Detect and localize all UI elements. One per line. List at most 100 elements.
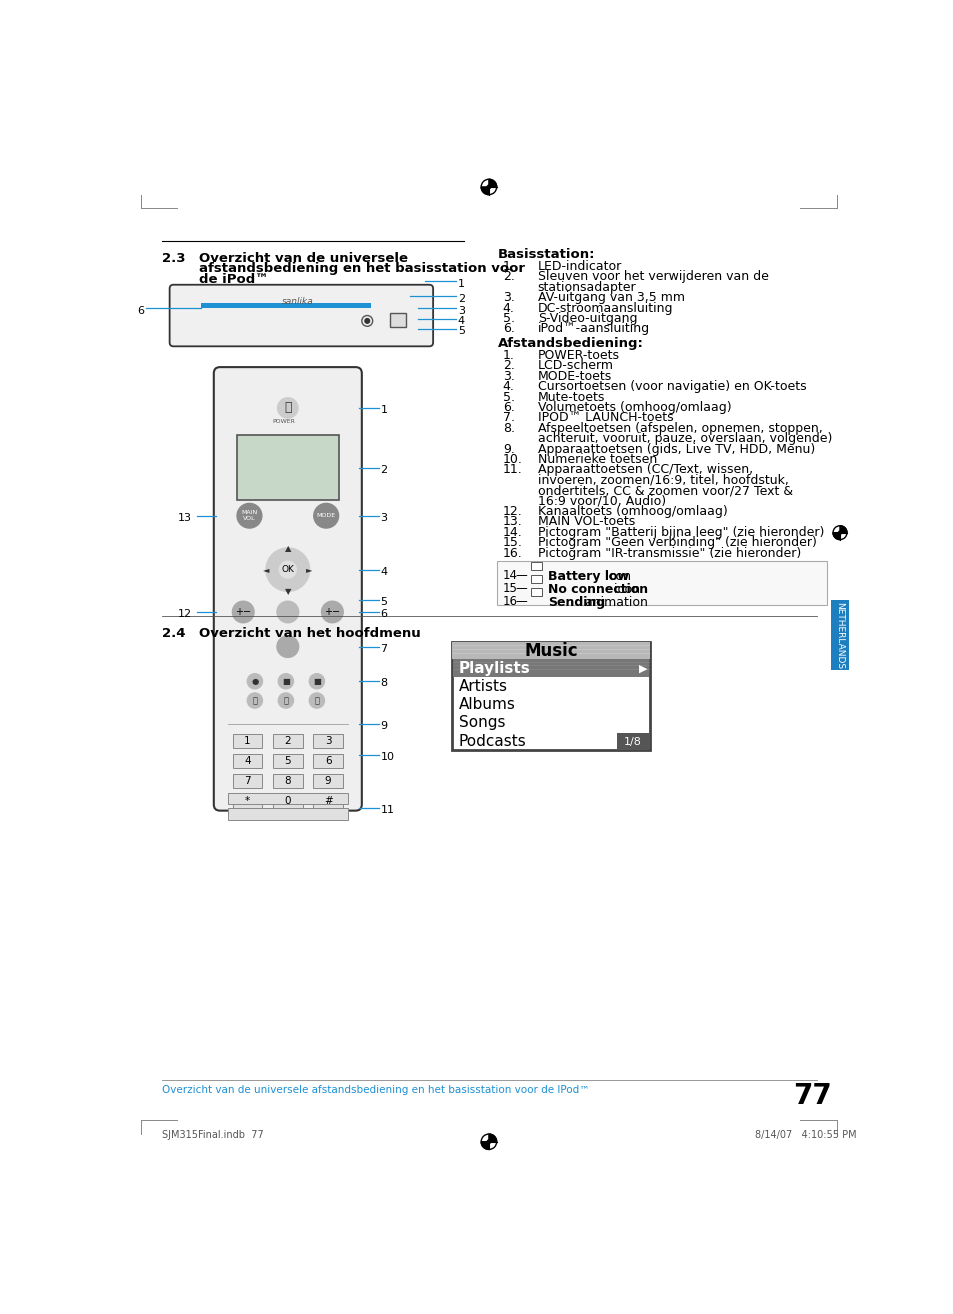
Circle shape — [236, 503, 261, 528]
Text: Podcasts: Podcasts — [458, 733, 526, 749]
Text: 16: 16 — [502, 595, 517, 608]
Bar — [233, 774, 262, 787]
Text: MAIN VOL-toets: MAIN VOL-toets — [537, 515, 635, 528]
Text: ■: ■ — [313, 677, 320, 686]
Text: 16.: 16. — [502, 547, 522, 560]
Text: 11: 11 — [380, 805, 394, 815]
Text: Music: Music — [524, 641, 578, 660]
Polygon shape — [840, 526, 846, 532]
Circle shape — [278, 674, 294, 689]
Text: 2: 2 — [284, 736, 291, 745]
Bar — [497, 561, 826, 606]
Text: 6: 6 — [324, 756, 331, 766]
Bar — [200, 304, 371, 307]
Text: 14.: 14. — [502, 526, 522, 539]
Text: 6: 6 — [380, 608, 387, 619]
Text: 5: 5 — [284, 756, 291, 766]
Text: *: * — [245, 796, 250, 805]
Text: 4: 4 — [380, 566, 387, 577]
Circle shape — [279, 561, 296, 578]
Text: 3.: 3. — [502, 369, 515, 382]
Text: 8: 8 — [284, 775, 291, 786]
Bar — [530, 574, 542, 583]
Circle shape — [266, 548, 309, 591]
Bar — [236, 435, 338, 501]
Text: ondertitels, CC & zoomen voor/27 Text &: ondertitels, CC & zoomen voor/27 Text & — [537, 484, 792, 497]
Text: 2: 2 — [457, 294, 464, 304]
Text: 12.: 12. — [502, 505, 522, 518]
Circle shape — [487, 185, 490, 189]
Polygon shape — [480, 187, 488, 194]
Text: Basisstation:: Basisstation: — [497, 248, 595, 260]
Bar — [830, 600, 848, 670]
Text: 10.: 10. — [502, 453, 522, 466]
Text: 2: 2 — [380, 465, 387, 474]
Text: 1.: 1. — [502, 260, 515, 273]
Bar — [273, 794, 302, 808]
Text: 7: 7 — [380, 644, 387, 653]
FancyBboxPatch shape — [213, 367, 361, 811]
Circle shape — [247, 674, 262, 689]
Text: icon: icon — [610, 583, 639, 597]
Text: ⏭: ⏭ — [314, 696, 319, 706]
Text: ▼: ▼ — [284, 586, 291, 595]
Bar — [233, 754, 262, 767]
Text: 5: 5 — [457, 326, 464, 336]
Text: Artists: Artists — [458, 679, 507, 694]
Text: 9: 9 — [324, 775, 331, 786]
Bar — [453, 660, 649, 677]
Text: —: — — [515, 569, 526, 582]
Text: 4: 4 — [457, 317, 464, 326]
Text: POWER: POWER — [273, 419, 295, 424]
Text: MODE-toets: MODE-toets — [537, 369, 612, 382]
Text: 6: 6 — [137, 306, 144, 315]
Circle shape — [247, 692, 262, 708]
Text: 11.: 11. — [502, 464, 522, 477]
Text: 7: 7 — [244, 775, 251, 786]
Text: 12: 12 — [177, 608, 192, 619]
Bar — [390, 313, 406, 327]
Text: 1.: 1. — [502, 350, 515, 363]
Text: —: — — [515, 582, 526, 595]
Circle shape — [365, 318, 369, 323]
Text: Albums: Albums — [458, 698, 515, 712]
Text: 9.: 9. — [502, 443, 515, 456]
Text: 8: 8 — [380, 678, 387, 689]
Text: ⏮: ⏮ — [253, 696, 257, 706]
Bar — [313, 774, 342, 787]
Text: 2.: 2. — [502, 271, 515, 284]
Bar — [530, 561, 542, 570]
Bar — [273, 774, 302, 787]
Bar — [617, 733, 649, 749]
FancyBboxPatch shape — [170, 285, 433, 347]
Text: 6.: 6. — [502, 322, 515, 335]
Bar — [530, 587, 542, 597]
Text: Cursortoetsen (voor navigatie) en OK-toets: Cursortoetsen (voor navigatie) en OK-toe… — [537, 380, 805, 393]
Text: Afstandsbediening:: Afstandsbediening: — [497, 338, 642, 351]
Text: POWER-toets: POWER-toets — [537, 350, 619, 363]
Text: 77: 77 — [793, 1081, 831, 1110]
Bar — [313, 754, 342, 767]
Text: 8.: 8. — [502, 422, 515, 435]
Text: animation: animation — [580, 597, 648, 610]
Text: 4: 4 — [244, 756, 251, 766]
Text: iPod™-aansluiting: iPod™-aansluiting — [537, 322, 649, 335]
Text: achteruit, vooruit, pauze, overslaan, volgende): achteruit, vooruit, pauze, overslaan, vo… — [537, 432, 831, 445]
Circle shape — [276, 636, 298, 657]
Text: 2.3: 2.3 — [162, 251, 185, 264]
Text: #: # — [323, 796, 333, 805]
Text: 1: 1 — [244, 736, 251, 745]
Polygon shape — [488, 179, 497, 187]
Text: 3: 3 — [324, 736, 331, 745]
Text: Numerieke toetsen: Numerieke toetsen — [537, 453, 657, 466]
Text: 2.: 2. — [502, 360, 515, 372]
Text: 1/8: 1/8 — [623, 737, 641, 746]
Text: icon: icon — [600, 570, 630, 583]
Circle shape — [309, 692, 324, 708]
Text: ⏸: ⏸ — [283, 696, 288, 706]
Text: sanlika: sanlika — [282, 297, 314, 306]
Bar — [452, 643, 649, 660]
Text: Playlists: Playlists — [458, 661, 530, 675]
Circle shape — [314, 503, 338, 528]
Text: 5.: 5. — [502, 390, 515, 403]
